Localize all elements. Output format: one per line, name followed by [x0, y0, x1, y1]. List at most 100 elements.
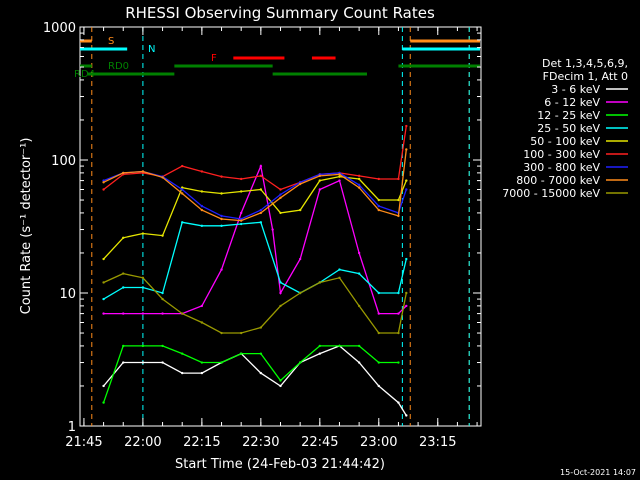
series-3-point-9: [279, 281, 282, 284]
series-6-point-0: [102, 179, 105, 182]
series-5-point-8: [259, 174, 263, 178]
series-1-point-5: [200, 304, 204, 308]
series-4-point-12: [338, 175, 341, 178]
series-6-point-9: [279, 193, 282, 196]
series-4-point-5: [200, 190, 204, 193]
series-8-point-16: [405, 291, 408, 295]
annotation-label-s: S: [108, 36, 114, 47]
series-5-point-0: [102, 188, 105, 191]
series-0-point-14: [377, 384, 380, 388]
series-1-point-2: [141, 312, 145, 315]
legend-header-0: Det 1,3,4,5,6,9,: [542, 57, 628, 70]
series-4-point-2: [141, 232, 145, 235]
series-1-point-14: [357, 251, 361, 255]
series-4-point-4: [181, 186, 184, 189]
series-8-point-5: [200, 321, 204, 324]
series-8-point-1: [122, 272, 125, 275]
series-2-point-6: [220, 361, 223, 364]
series-1-point-13: [338, 179, 341, 182]
legend-entry-7: 800 - 7000 keV: [516, 174, 600, 187]
footer-timestamp: 15-Oct-2021 14:07: [560, 468, 636, 477]
series-8-point-2: [141, 276, 145, 280]
series-layer: [102, 124, 408, 417]
legend-entry-0: 3 - 6 keV: [551, 83, 600, 96]
series-5-point-7: [239, 177, 243, 181]
series-8-point-10: [298, 291, 302, 295]
series-1-point-11: [298, 257, 302, 261]
series-3-point-6: [220, 224, 223, 228]
legend-entry-8: 7000 - 15000 keV: [502, 187, 600, 200]
series-line-8: [103, 272, 407, 334]
series-1-point-15: [377, 312, 380, 315]
series-2-point-10: [298, 361, 302, 364]
series-3-point-5: [200, 224, 204, 228]
series-2-point-8: [259, 352, 263, 355]
series-5-point-16: [405, 124, 408, 128]
series-4-point-9: [279, 211, 282, 215]
series-3-point-7: [239, 222, 243, 226]
series-7-point-5: [200, 208, 204, 212]
series-1-point-0: [102, 312, 105, 315]
series-2-point-4: [181, 352, 184, 355]
plot-frame: [79, 26, 482, 427]
series-4-point-13: [357, 177, 361, 181]
annotation-label-n: N: [148, 44, 155, 55]
series-8-point-7: [239, 331, 243, 335]
y-axis-label: Count Rate (s⁻¹ detector⁻¹): [19, 138, 34, 315]
series-3-point-14: [377, 291, 380, 295]
chart-title: RHESSI Observing Summary Count Rates: [125, 4, 435, 22]
series-3-point-16: [405, 257, 408, 261]
series-8-point-6: [220, 331, 223, 335]
y-tick-label-3: 1000: [43, 21, 76, 36]
legend-entry-2: 12 - 25 keV: [537, 109, 600, 122]
series-2-point-1: [122, 344, 125, 348]
annotation-label-f: F: [211, 53, 217, 64]
y-tick-label-0: 1: [68, 420, 76, 435]
series-3-point-8: [259, 221, 263, 224]
series-6-point-13: [357, 183, 361, 187]
series-3-point-3: [161, 291, 164, 295]
series-3-point-12: [338, 268, 341, 271]
series-2-point-9: [279, 379, 282, 382]
series-8-point-9: [279, 304, 282, 308]
series-7-point-1: [122, 171, 125, 175]
series-7-point-15: [397, 214, 400, 218]
series-3-point-0: [102, 297, 105, 301]
series-6-point-10: [298, 181, 302, 184]
series-3-point-15: [397, 291, 400, 295]
series-7-point-14: [377, 208, 380, 212]
series-8-point-12: [338, 276, 341, 280]
series-4-point-3: [161, 234, 164, 237]
series-1-point-1: [122, 312, 125, 315]
legend-header-1: FDecim 1, Att 0: [543, 70, 628, 83]
series-0-point-0: [102, 384, 105, 388]
series-1-point-9: [271, 228, 274, 231]
series-line-2: [102, 345, 399, 403]
series-4-point-10: [298, 208, 302, 212]
series-0-point-4: [181, 371, 184, 375]
x-tick-label-3: 22:30: [242, 435, 279, 450]
series-7-point-0: [102, 181, 105, 184]
series-2-point-2: [141, 344, 145, 348]
series-3-point-2: [141, 286, 145, 289]
series-line-1: [103, 163, 407, 315]
annotation-label-rd0: RD0: [108, 61, 129, 72]
series-5-point-9: [279, 188, 282, 191]
series-0-point-9: [279, 384, 282, 388]
series-7-point-3: [161, 176, 164, 179]
series-5-point-14: [377, 177, 380, 181]
series-7-point-8: [259, 211, 263, 215]
y-tick-label-1: 10: [59, 287, 76, 302]
annotation-layer: S N F RD0 RD4: [74, 36, 480, 80]
series-2-point-13: [357, 344, 361, 348]
series-6-point-4: [181, 188, 184, 191]
x-tick-label-6: 23:15: [419, 435, 456, 450]
series-0-point-15: [397, 401, 400, 404]
series-0-point-3: [161, 361, 164, 364]
series-4-point-7: [239, 190, 243, 193]
x-tick-label-0: 21:45: [65, 435, 102, 450]
series-1-point-6: [220, 268, 223, 271]
series-5-point-5: [200, 170, 204, 173]
series-3-point-4: [181, 221, 184, 224]
